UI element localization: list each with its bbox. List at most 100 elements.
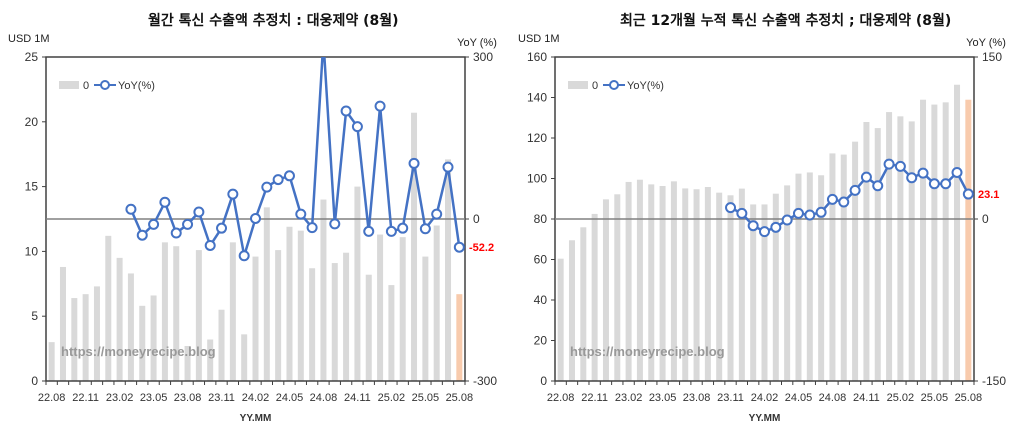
bar [897, 116, 904, 382]
bar [682, 188, 689, 381]
bar [648, 184, 655, 381]
y-tick-label: 80 [534, 212, 548, 226]
bar [411, 112, 418, 381]
yoy-marker [182, 218, 194, 230]
bar [377, 234, 384, 381]
bar [920, 99, 927, 381]
bar [670, 181, 677, 381]
yoy-marker [849, 184, 861, 196]
yoy-marker [442, 161, 454, 173]
yoy-marker [781, 214, 793, 226]
yoy-marker [238, 250, 250, 262]
x-tick-label: 24.02 [242, 392, 270, 404]
x-tick-label: 22.11 [72, 392, 99, 404]
yoy-marker [385, 225, 397, 237]
bar [840, 154, 847, 381]
y2-tick-label: 0 [982, 212, 989, 226]
y-tick-label: 5 [31, 309, 38, 323]
yoy-marker [725, 202, 737, 214]
watermark-text: https://moneyrecipe.blog [570, 344, 725, 359]
bar [772, 193, 779, 381]
yoy-marker [928, 178, 940, 190]
x-tick-label: 23.02 [106, 392, 134, 404]
x-tick-label: 22.08 [38, 392, 66, 404]
x-tick-label: 22.08 [547, 392, 575, 404]
bar [625, 181, 632, 381]
x-tick-label: 23.02 [615, 392, 643, 404]
y-axis-label: USD 1M [518, 33, 560, 45]
x-tick-label: 25.08 [955, 392, 983, 404]
legend-bar-swatch [568, 81, 588, 89]
yoy-marker [736, 207, 748, 219]
bar [591, 213, 598, 381]
yoy-marker [250, 212, 261, 224]
bar [602, 199, 609, 381]
x-tick-label: 25.02 [887, 392, 915, 404]
y2-tick-label: 300 [473, 50, 493, 64]
bar [354, 186, 361, 381]
bar [105, 235, 112, 381]
chart-title: 최근 12개월 누적 톡신 수출액 추정치 ; 대웅제약 (8월) [620, 13, 952, 29]
bar [456, 294, 463, 381]
y-tick-label: 140 [527, 91, 547, 105]
yoy-marker [295, 208, 307, 220]
bar [343, 252, 350, 381]
bar [116, 257, 123, 381]
yoy-marker [962, 188, 974, 200]
watermark-text: https://moneyrecipe.blog [61, 344, 216, 359]
y-tick-label: 10 [25, 244, 39, 258]
y-tick-label: 20 [534, 334, 548, 348]
bar [286, 226, 293, 381]
bar [886, 112, 893, 381]
bar [829, 153, 836, 381]
bar [568, 240, 575, 381]
yoy-marker [826, 193, 838, 205]
x-tick-label: 23.11 [717, 392, 744, 404]
bar [48, 342, 55, 381]
bar [716, 192, 723, 381]
yoy-marker [329, 218, 341, 230]
yoy-marker [397, 222, 409, 234]
bar [818, 175, 825, 381]
bar [761, 204, 768, 381]
bar [241, 334, 248, 381]
yoy-marker [815, 206, 827, 218]
x-tick-label: 25.08 [446, 392, 474, 404]
yoy-marker [917, 167, 929, 179]
yoy-marker [283, 170, 295, 182]
x-tick-label: 24.05 [276, 392, 304, 404]
yoy-marker [431, 208, 443, 220]
bar [445, 159, 452, 381]
legend-bar-label: 0 [83, 80, 89, 92]
bar [320, 199, 327, 381]
x-tick-label: 24.02 [751, 392, 779, 404]
bar [908, 121, 915, 382]
monthly-export-chart: 월간 톡신 수출액 추정치 : 대웅제약 (8월) USD 1M YoY (%) Y… [0, 0, 512, 441]
yoy-marker [170, 227, 182, 239]
yoy-marker [770, 221, 782, 233]
bar [93, 286, 100, 381]
bar [388, 285, 395, 381]
bar [161, 242, 168, 381]
yoy-marker [894, 160, 906, 172]
x-tick-label: 25.02 [378, 392, 406, 404]
bar [184, 346, 191, 381]
bar [82, 294, 89, 381]
yoy-marker [804, 209, 816, 221]
x-tick-label: 23.05 [140, 392, 168, 404]
yoy-marker [340, 105, 352, 117]
bar [207, 339, 214, 381]
bar [557, 258, 564, 381]
y2-tick-label: 150 [982, 50, 1002, 64]
bar [433, 225, 440, 381]
legend-bar-swatch [59, 81, 79, 89]
bar [399, 237, 406, 381]
yoy-marker [227, 188, 239, 200]
yoy-marker [883, 158, 895, 170]
yoy-marker [906, 172, 918, 184]
x-tick-label: 24.08 [819, 392, 847, 404]
bar [863, 122, 870, 381]
x-tick-label: 24.08 [310, 392, 338, 404]
bar [784, 185, 791, 381]
bar [874, 128, 881, 381]
